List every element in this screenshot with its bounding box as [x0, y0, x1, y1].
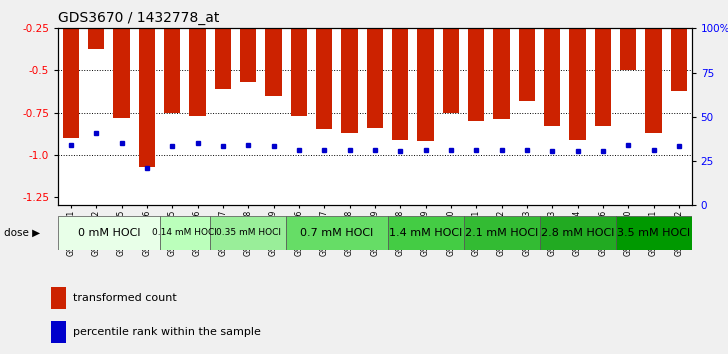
- Text: percentile rank within the sample: percentile rank within the sample: [73, 327, 261, 337]
- Bar: [159, 216, 210, 250]
- Bar: [569, 28, 586, 139]
- Bar: [164, 28, 181, 113]
- Bar: [88, 28, 105, 48]
- Bar: [341, 28, 358, 133]
- Bar: [63, 28, 79, 138]
- Bar: [290, 28, 307, 116]
- Bar: [367, 28, 383, 128]
- Bar: [392, 28, 408, 139]
- Bar: [316, 28, 333, 130]
- Bar: [595, 28, 612, 126]
- Bar: [443, 28, 459, 113]
- Bar: [468, 28, 485, 121]
- Text: 2.8 mM HOCl: 2.8 mM HOCl: [541, 228, 614, 238]
- Bar: [670, 28, 687, 91]
- Bar: [189, 28, 206, 116]
- Bar: [539, 216, 616, 250]
- Bar: [518, 28, 535, 101]
- Text: 0 mM HOCl: 0 mM HOCl: [78, 228, 141, 238]
- Bar: [240, 28, 256, 82]
- Text: 0.14 mM HOCl: 0.14 mM HOCl: [152, 228, 218, 237]
- Bar: [265, 28, 282, 96]
- Bar: [544, 28, 561, 126]
- Text: 3.5 mM HOCl: 3.5 mM HOCl: [617, 228, 690, 238]
- Text: 0.35 mM HOCl: 0.35 mM HOCl: [215, 228, 281, 237]
- Text: transformed count: transformed count: [73, 293, 177, 303]
- Text: 2.1 mM HOCl: 2.1 mM HOCl: [465, 228, 538, 238]
- Bar: [620, 28, 636, 70]
- Bar: [494, 28, 510, 119]
- Text: dose ▶: dose ▶: [4, 228, 40, 238]
- Bar: [138, 28, 155, 166]
- Bar: [114, 28, 130, 118]
- Bar: [58, 216, 159, 250]
- Bar: [215, 28, 232, 89]
- Bar: [51, 287, 66, 309]
- Bar: [387, 216, 464, 250]
- Text: GDS3670 / 1432778_at: GDS3670 / 1432778_at: [58, 11, 220, 25]
- Text: 0.7 mM HOCl: 0.7 mM HOCl: [300, 228, 373, 238]
- Bar: [464, 216, 539, 250]
- Bar: [417, 28, 434, 141]
- Text: 1.4 mM HOCl: 1.4 mM HOCl: [389, 228, 462, 238]
- Bar: [51, 321, 66, 343]
- Bar: [616, 216, 692, 250]
- Bar: [645, 28, 662, 133]
- Bar: [210, 216, 286, 250]
- Bar: [286, 216, 387, 250]
